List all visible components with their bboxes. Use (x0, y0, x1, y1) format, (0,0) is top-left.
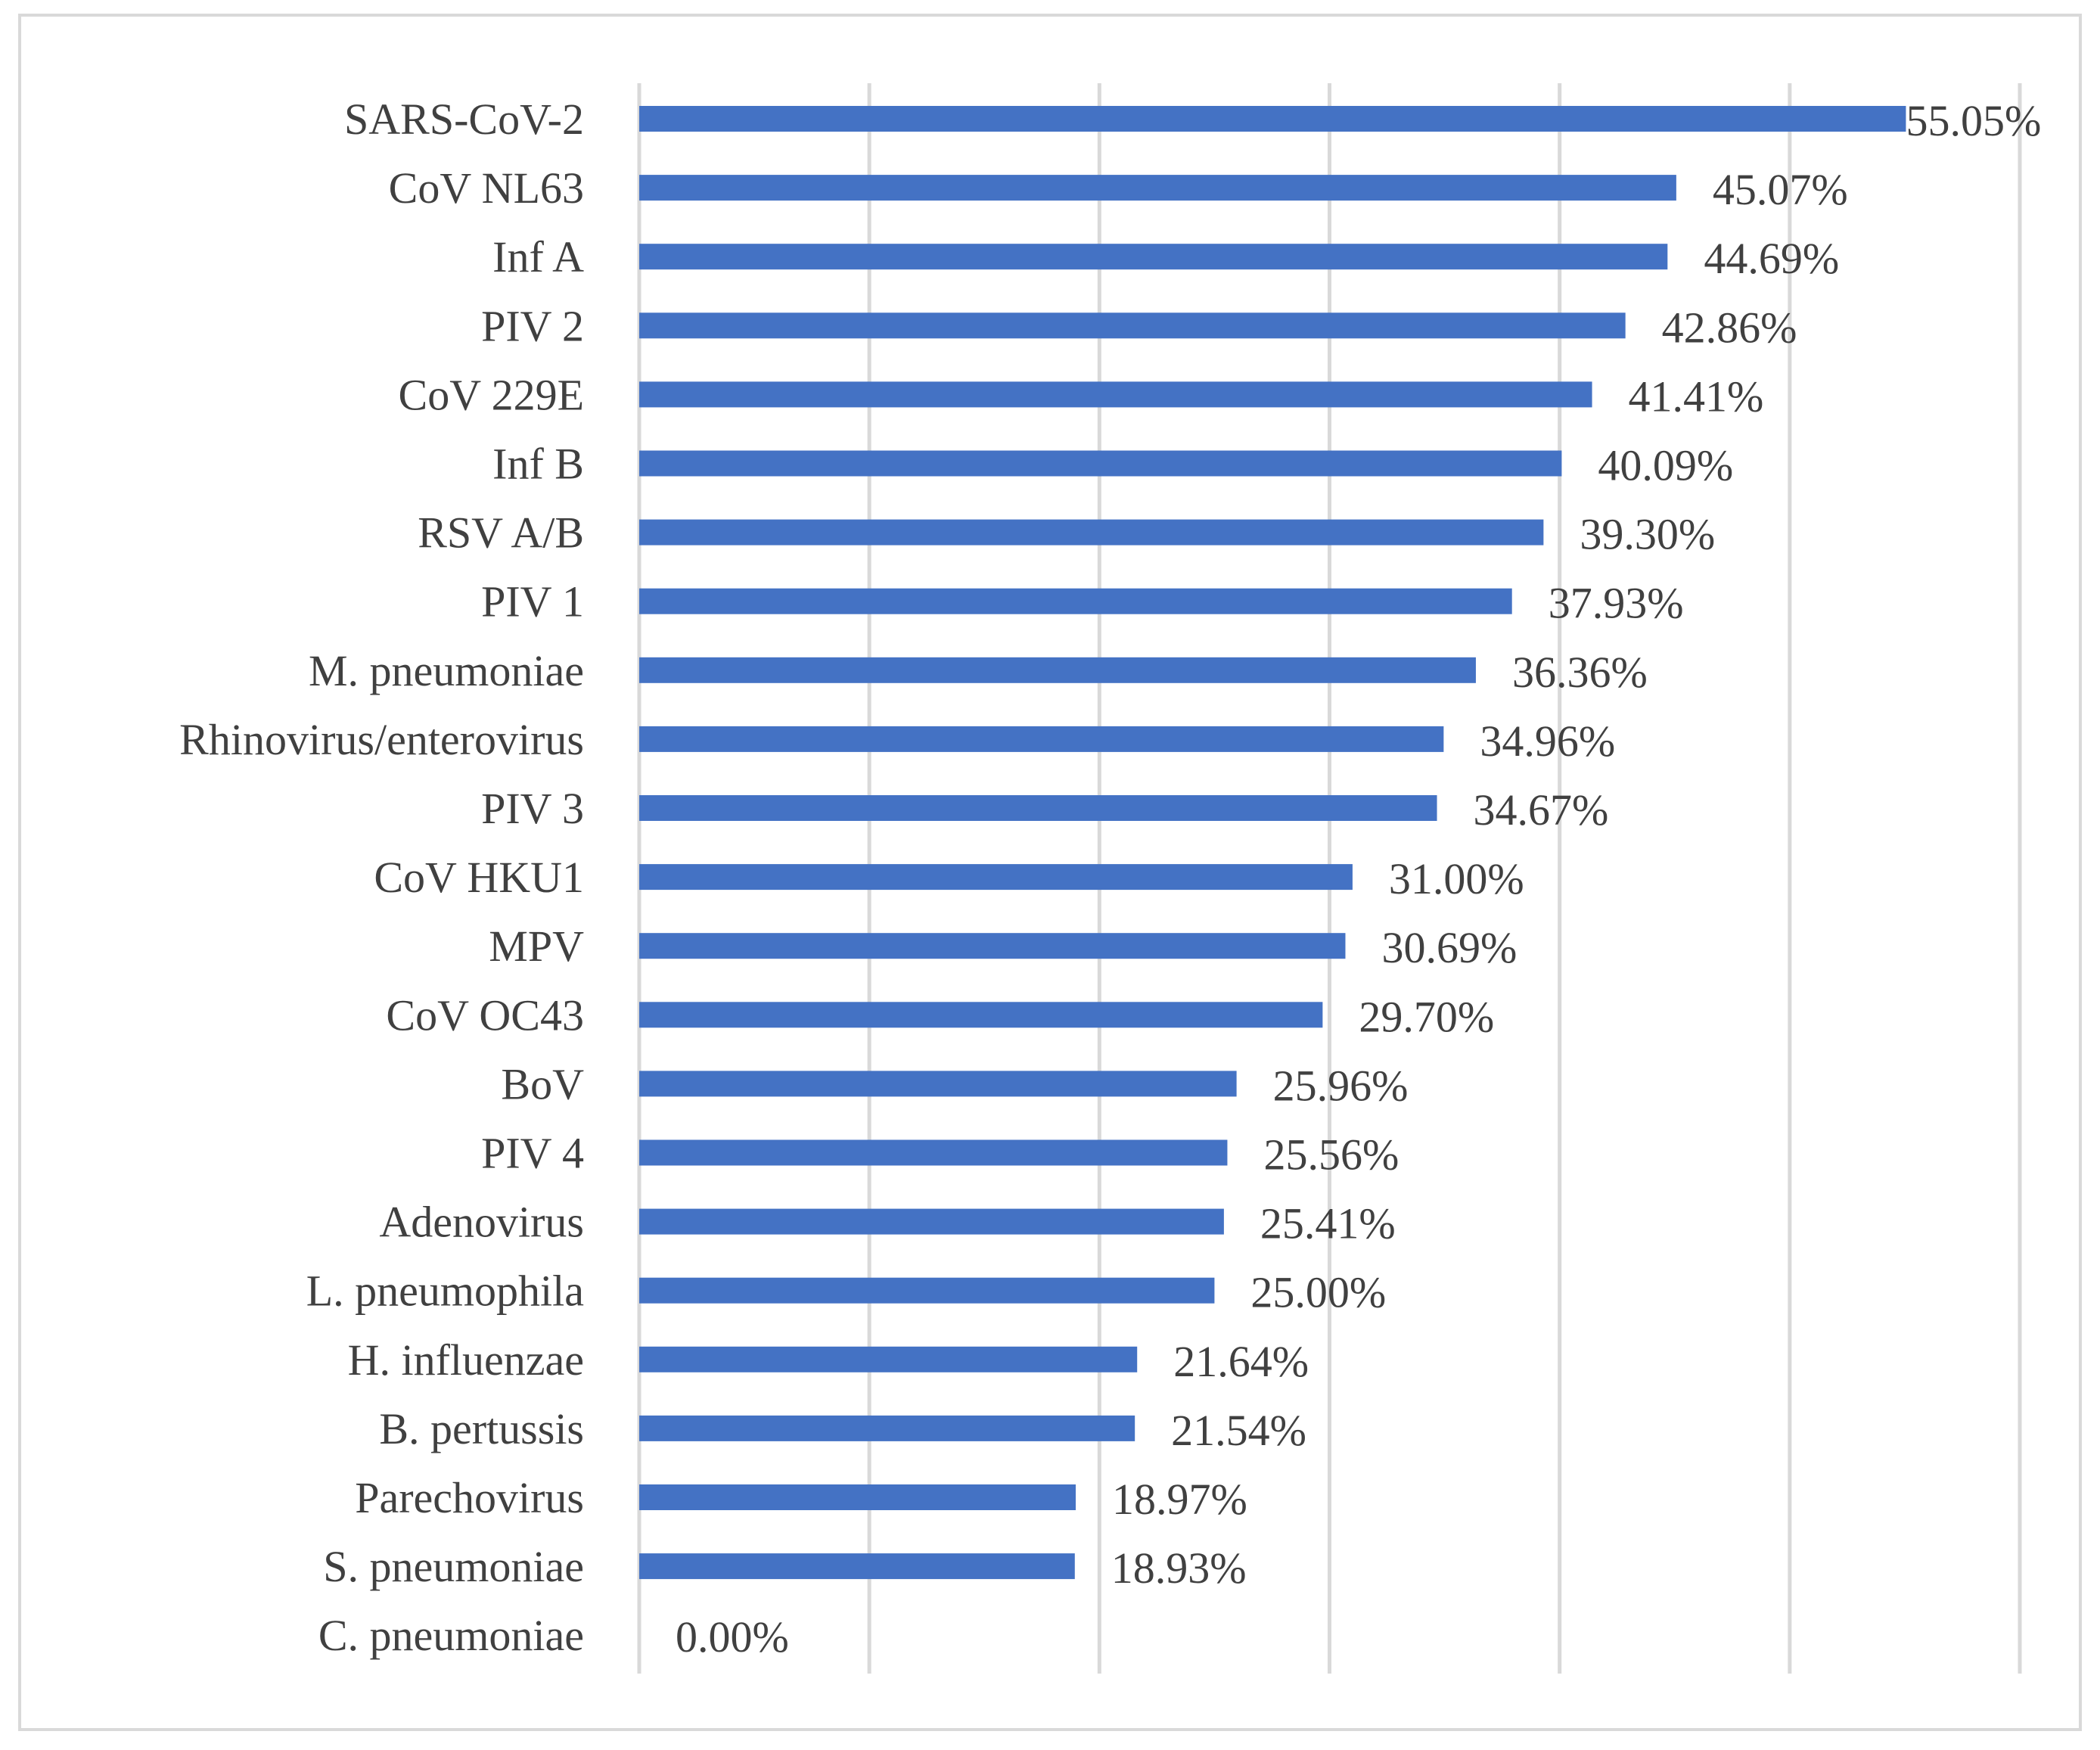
value-label: 18.97% (1112, 1475, 1247, 1524)
bar (639, 864, 1353, 891)
category-label: B. pertussis (379, 1404, 584, 1453)
bar (639, 1002, 1323, 1028)
bar (639, 1208, 1224, 1235)
value-label: 0.00% (676, 1612, 789, 1661)
value-label: 40.09% (1598, 441, 1733, 490)
value-label: 37.93% (1549, 579, 1684, 628)
category-label: C. pneumoniae (318, 1611, 584, 1660)
category-labels: SARS-CoV-2 CoV NL63 Inf A PIV 2 CoV 229E Inf … (179, 95, 584, 1660)
category-label: Adenovirus (379, 1198, 584, 1247)
category-label: Inf B (492, 440, 584, 489)
bar (639, 1415, 1135, 1441)
category-label: CoV 229E (399, 370, 584, 419)
value-label: 21.54% (1171, 1406, 1306, 1455)
category-label: Rhinovirus/enterovirus (179, 715, 584, 764)
value-labels: 55.05% 45.07% 44.69% 42.86% 41.41% 40.09% 39.3… (676, 96, 2041, 1661)
bars (639, 106, 1906, 1580)
value-label: 45.07% (1713, 165, 1848, 214)
bar (639, 1277, 1215, 1304)
bar (639, 726, 1444, 752)
bar (639, 1553, 1075, 1580)
bar (639, 106, 1906, 132)
category-label: CoV HKU1 (374, 853, 584, 902)
value-label: 25.41% (1260, 1199, 1396, 1248)
category-label: BoV (501, 1059, 584, 1108)
category-label: H. influenzae (348, 1335, 584, 1385)
category-label: L. pneumophila (306, 1267, 584, 1316)
value-label: 25.00% (1250, 1268, 1386, 1317)
value-label: 41.41% (1629, 371, 1764, 421)
category-label: Parechovirus (355, 1473, 584, 1522)
category-label: PIV 4 (481, 1129, 584, 1178)
bar (639, 1346, 1138, 1372)
category-label: CoV NL63 (389, 163, 584, 213)
bar (639, 244, 1668, 270)
value-label: 30.69% (1381, 923, 1517, 972)
bar (639, 657, 1476, 683)
gridlines (637, 83, 2022, 1674)
bar (639, 519, 1544, 546)
value-label: 34.96% (1480, 716, 1615, 766)
value-label: 55.05% (1906, 96, 2041, 145)
bar (639, 933, 1346, 959)
bar (639, 1071, 1237, 1097)
category-label: PIV 2 (481, 301, 584, 350)
value-label: 31.00% (1389, 854, 1524, 903)
bar (639, 381, 1592, 408)
bar (639, 588, 1512, 614)
value-label: 44.69% (1704, 234, 1839, 283)
value-label: 29.70% (1359, 992, 1494, 1041)
bar (639, 1139, 1228, 1166)
bar (639, 312, 1626, 339)
category-label: MPV (489, 922, 584, 971)
value-label: 34.67% (1474, 785, 1609, 835)
bar (639, 795, 1437, 821)
category-label: RSV A/B (418, 508, 584, 558)
category-label: PIV 3 (481, 784, 584, 833)
bar (639, 450, 1562, 477)
value-label: 25.96% (1273, 1061, 1409, 1110)
value-label: 36.36% (1512, 648, 1648, 697)
category-label: Inf A (492, 232, 584, 281)
bar (639, 1484, 1076, 1510)
category-label: SARS-CoV-2 (344, 95, 584, 144)
value-label: 18.93% (1111, 1543, 1247, 1593)
category-label: PIV 1 (481, 577, 584, 626)
value-label: 21.64% (1173, 1337, 1309, 1386)
category-label: M. pneumoniae (309, 646, 584, 695)
value-label: 42.86% (1662, 303, 1797, 352)
bar (639, 175, 1676, 201)
value-label: 25.56% (1263, 1130, 1399, 1180)
category-label: S. pneumoniae (323, 1542, 584, 1591)
category-label: CoV OC43 (386, 990, 584, 1040)
value-label: 39.30% (1580, 510, 1715, 559)
